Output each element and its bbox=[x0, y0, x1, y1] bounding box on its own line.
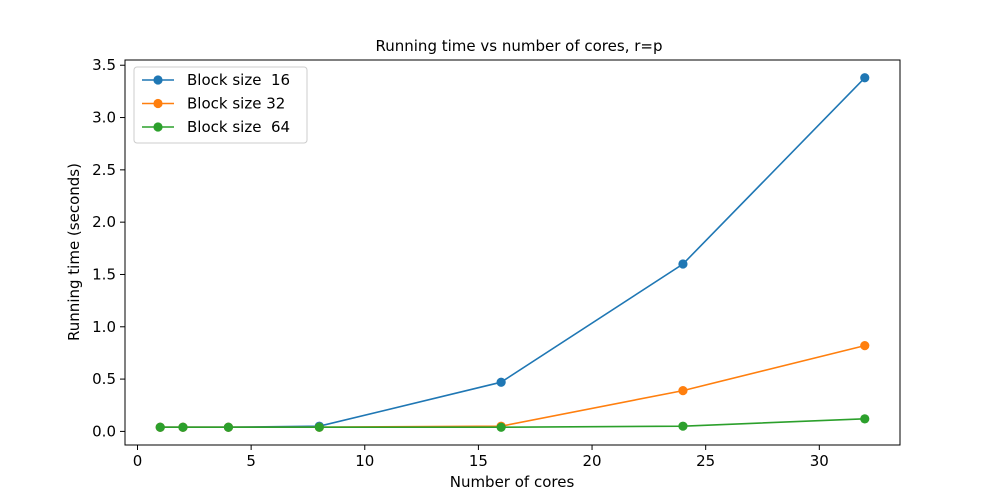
data-point bbox=[678, 421, 688, 431]
data-point bbox=[860, 414, 870, 424]
series-3 bbox=[155, 414, 870, 432]
data-point bbox=[678, 385, 688, 396]
data-point bbox=[496, 422, 506, 432]
y-tick-label: 2.5 bbox=[92, 161, 116, 179]
data-point bbox=[496, 377, 506, 387]
data-point bbox=[155, 422, 165, 432]
y-tick-label: 3.5 bbox=[92, 56, 116, 74]
legend-marker bbox=[153, 75, 163, 85]
legend-label: Block size 64 bbox=[187, 118, 290, 136]
data-point bbox=[860, 73, 870, 83]
x-tick-label: 15 bbox=[469, 452, 488, 470]
series-layer bbox=[155, 73, 870, 432]
y-tick-label: 3.0 bbox=[92, 109, 116, 127]
x-axis-label: Number of cores bbox=[450, 473, 575, 491]
legend-label: Block size 16 bbox=[187, 71, 290, 89]
y-tick-label: 0.0 bbox=[92, 422, 116, 440]
data-point bbox=[314, 422, 324, 432]
y-tick-label: 2.0 bbox=[92, 213, 116, 231]
legend-label: Block size 32 bbox=[187, 95, 285, 113]
y-tick-label: 0.5 bbox=[92, 370, 116, 388]
legend-item: Block size 64 bbox=[142, 118, 290, 136]
plot-frame bbox=[124, 59, 901, 446]
data-point bbox=[860, 341, 870, 351]
legend-box bbox=[133, 66, 308, 144]
data-point bbox=[178, 422, 188, 432]
x-tick-label: 20 bbox=[582, 452, 601, 470]
y-tick-label: 1.5 bbox=[92, 265, 116, 283]
axis-ticks: 0 5 10 15 20 25 30 0.0 0.5 1.0 1.5 2.0 2.5 3.0 3.5 bbox=[92, 56, 829, 470]
x-tick-label: 25 bbox=[696, 452, 715, 470]
legend-item: Block size 16 bbox=[142, 71, 290, 89]
legend-marker bbox=[153, 122, 163, 132]
x-tick-label: 5 bbox=[246, 452, 256, 470]
legend: Block size 16 Block size 32 Block size 64 bbox=[133, 66, 308, 144]
x-tick-label: 30 bbox=[810, 452, 829, 470]
x-tick-label: 0 bbox=[133, 452, 143, 470]
data-point bbox=[223, 422, 234, 432]
chart-title: Running time vs number of cores, r=p bbox=[376, 37, 663, 55]
legend-marker bbox=[153, 98, 163, 109]
x-tick-label: 10 bbox=[355, 452, 374, 470]
y-tick-label: 1.0 bbox=[92, 318, 116, 336]
data-point bbox=[678, 259, 688, 269]
y-axis-label: Running time (seconds) bbox=[65, 163, 83, 341]
legend-item: Block size 32 bbox=[142, 95, 285, 113]
